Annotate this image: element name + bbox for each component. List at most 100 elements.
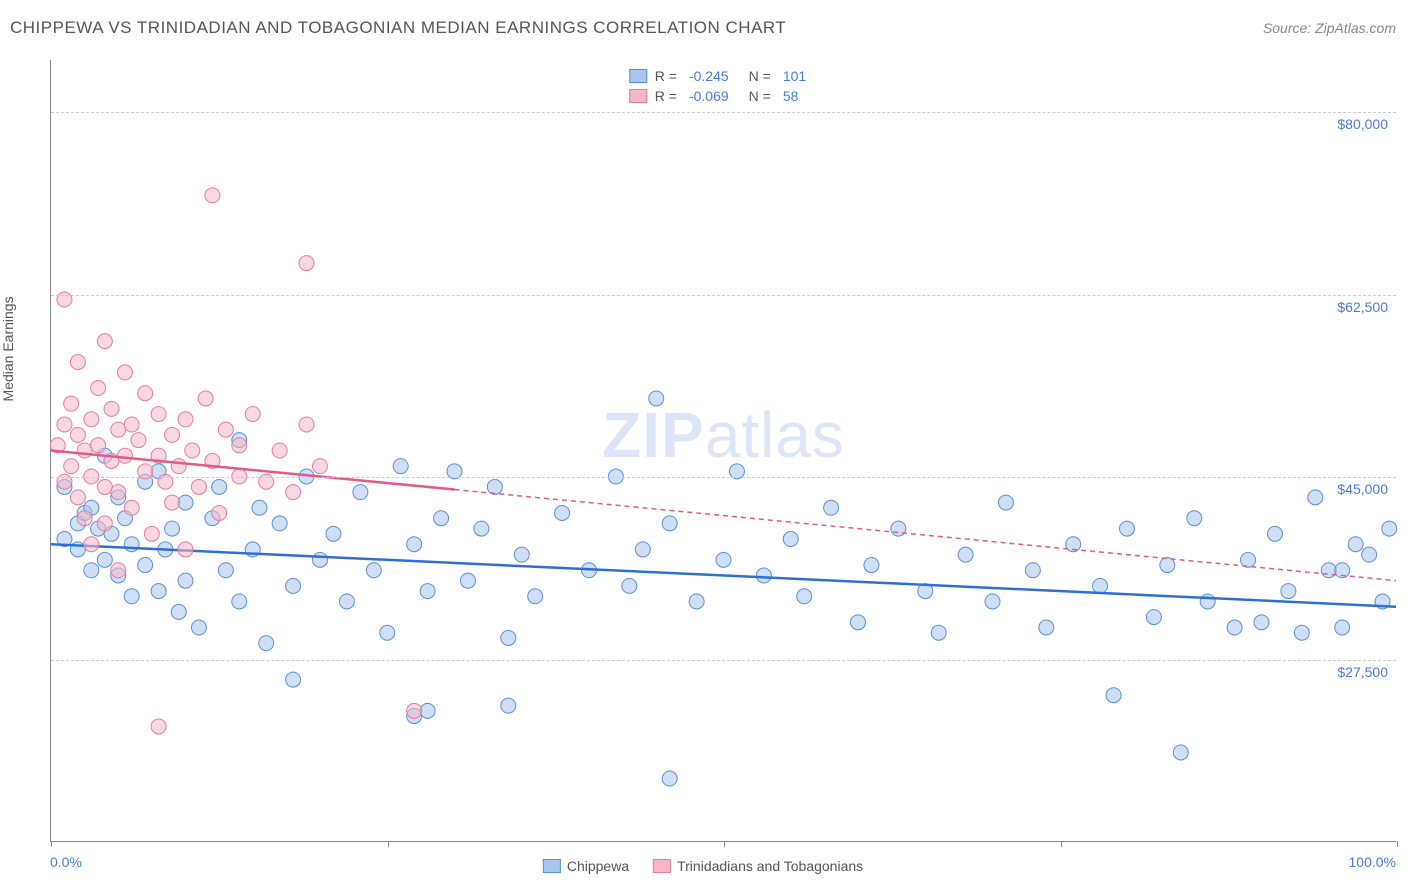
data-point bbox=[171, 604, 186, 619]
data-point bbox=[380, 625, 395, 640]
chart-source: Source: ZipAtlas.com bbox=[1263, 20, 1396, 36]
data-point bbox=[339, 594, 354, 609]
data-point bbox=[124, 537, 139, 552]
data-point bbox=[662, 771, 677, 786]
gridline bbox=[51, 477, 1396, 478]
data-point bbox=[198, 391, 213, 406]
gridline bbox=[51, 660, 1396, 661]
legend-series-item: Chippewa bbox=[543, 858, 629, 874]
x-tick bbox=[1397, 841, 1398, 847]
legend-correlation: R =-0.245N =101R =-0.069N =58 bbox=[619, 62, 828, 110]
n-label: N = bbox=[749, 68, 771, 84]
data-point bbox=[689, 594, 704, 609]
data-point bbox=[1173, 745, 1188, 760]
data-point bbox=[635, 542, 650, 557]
data-point bbox=[662, 516, 677, 531]
data-point bbox=[1200, 594, 1215, 609]
data-point bbox=[212, 479, 227, 494]
x-tick bbox=[1061, 841, 1062, 847]
data-point bbox=[64, 396, 79, 411]
data-point bbox=[165, 521, 180, 536]
legend-correlation-row: R =-0.245N =101 bbox=[629, 66, 818, 86]
plot-area: ZIPatlas R =-0.245N =101R =-0.069N =58 $… bbox=[50, 60, 1396, 842]
chart-header: CHIPPEWA VS TRINIDADIAN AND TOBAGONIAN M… bbox=[10, 18, 1396, 38]
r-value: -0.245 bbox=[689, 68, 729, 84]
data-point bbox=[91, 381, 106, 396]
data-point bbox=[70, 490, 85, 505]
data-point bbox=[1187, 511, 1202, 526]
data-point bbox=[313, 552, 328, 567]
legend-swatch bbox=[543, 859, 561, 873]
data-point bbox=[91, 438, 106, 453]
data-point bbox=[178, 573, 193, 588]
data-point bbox=[84, 563, 99, 578]
data-point bbox=[958, 547, 973, 562]
data-point bbox=[501, 630, 516, 645]
x-tick bbox=[724, 841, 725, 847]
data-point bbox=[97, 479, 112, 494]
data-point bbox=[286, 672, 301, 687]
data-point bbox=[998, 495, 1013, 510]
data-point bbox=[111, 563, 126, 578]
data-point bbox=[272, 443, 287, 458]
x-tick bbox=[388, 841, 389, 847]
data-point bbox=[1146, 610, 1161, 625]
data-point bbox=[299, 256, 314, 271]
gridline bbox=[51, 112, 1396, 113]
data-point bbox=[756, 568, 771, 583]
data-point bbox=[185, 443, 200, 458]
data-point bbox=[218, 563, 233, 578]
y-tick-label: $45,000 bbox=[1337, 481, 1388, 497]
data-point bbox=[212, 505, 227, 520]
data-point bbox=[191, 620, 206, 635]
y-tick-label: $27,500 bbox=[1337, 664, 1388, 680]
data-point bbox=[178, 412, 193, 427]
data-point bbox=[1039, 620, 1054, 635]
data-point bbox=[366, 563, 381, 578]
data-point bbox=[111, 422, 126, 437]
data-point bbox=[313, 459, 328, 474]
data-point bbox=[1335, 620, 1350, 635]
data-point bbox=[528, 589, 543, 604]
scatter-svg bbox=[51, 60, 1396, 841]
data-point bbox=[165, 427, 180, 442]
gridline bbox=[51, 295, 1396, 296]
y-tick-label: $62,500 bbox=[1337, 299, 1388, 315]
data-point bbox=[1106, 688, 1121, 703]
data-point bbox=[57, 417, 72, 432]
x-tick bbox=[51, 841, 52, 847]
data-point bbox=[84, 537, 99, 552]
data-point bbox=[151, 584, 166, 599]
data-point bbox=[131, 433, 146, 448]
data-point bbox=[555, 505, 570, 520]
data-point bbox=[171, 459, 186, 474]
data-point bbox=[824, 500, 839, 515]
data-point bbox=[501, 698, 516, 713]
data-point bbox=[1281, 584, 1296, 599]
data-point bbox=[77, 443, 92, 458]
data-point bbox=[218, 422, 233, 437]
data-point bbox=[77, 511, 92, 526]
data-point bbox=[64, 459, 79, 474]
data-point bbox=[851, 615, 866, 630]
data-point bbox=[165, 495, 180, 510]
data-point bbox=[1362, 547, 1377, 562]
data-point bbox=[1254, 615, 1269, 630]
data-point bbox=[191, 479, 206, 494]
data-point bbox=[716, 552, 731, 567]
data-point bbox=[97, 516, 112, 531]
data-point bbox=[420, 703, 435, 718]
data-point bbox=[232, 438, 247, 453]
r-label: R = bbox=[655, 88, 677, 104]
data-point bbox=[985, 594, 1000, 609]
data-point bbox=[232, 594, 247, 609]
chart-title: CHIPPEWA VS TRINIDADIAN AND TOBAGONIAN M… bbox=[10, 18, 786, 38]
data-point bbox=[474, 521, 489, 536]
data-point bbox=[891, 521, 906, 536]
x-max-label: 100.0% bbox=[1349, 854, 1396, 870]
data-point bbox=[1093, 578, 1108, 593]
r-label: R = bbox=[655, 68, 677, 84]
data-point bbox=[117, 365, 132, 380]
data-point bbox=[259, 636, 274, 651]
legend-correlation-row: R =-0.069N =58 bbox=[629, 86, 818, 106]
